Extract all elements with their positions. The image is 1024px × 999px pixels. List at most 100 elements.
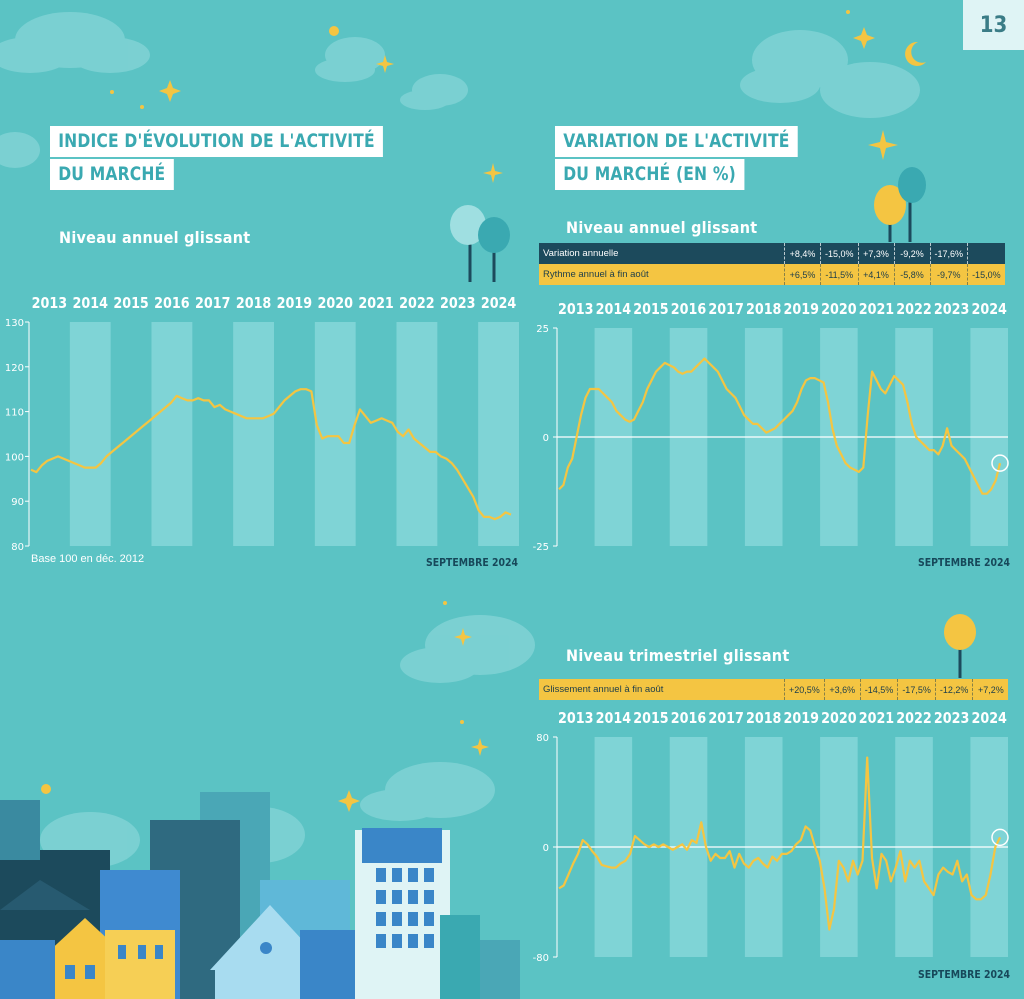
year-band	[151, 322, 193, 546]
year-label: 2021	[859, 710, 894, 727]
year-label: 2019	[784, 301, 819, 318]
year-label: 2019	[277, 295, 312, 312]
cell: +8,4%	[784, 243, 821, 264]
cell: +6,5%	[784, 264, 821, 285]
y-tick-label: -25	[533, 542, 549, 553]
year-band	[396, 322, 438, 546]
year-label: 2020	[821, 301, 857, 318]
annual-subtitle: Niveau annuel glissant	[566, 218, 758, 237]
cell: +4,1%	[857, 264, 895, 285]
right-title-line2: DU MARCHÉ (EN %)	[555, 159, 745, 190]
year-label: 2013	[558, 301, 593, 318]
series-line	[558, 756, 1001, 931]
year-label: 2014	[73, 295, 109, 312]
y-tick-label: 80	[11, 542, 24, 553]
year-label: 2022	[896, 301, 931, 318]
year-label: 2017	[195, 295, 230, 312]
year-label: 2018	[236, 295, 271, 312]
year-label: 2016	[154, 295, 189, 312]
year-label: 2014	[596, 301, 632, 318]
year-label: 2023	[934, 710, 969, 727]
year-band	[233, 322, 274, 546]
cell: +20,5%	[784, 679, 825, 700]
latest-point-marker	[991, 828, 1009, 847]
annual-row-rythme: Rythme annuel à fin août +6,5% -11,5% +4…	[539, 264, 1005, 285]
year-label: 2020	[318, 295, 354, 312]
right-title-line1: VARIATION DE L'ACTIVITÉ	[555, 126, 798, 157]
cell: +7,3%	[857, 243, 895, 264]
left-subtitle: Niveau annuel glissant	[59, 228, 251, 247]
year-label: 2019	[784, 710, 819, 727]
cell: -15,0%	[967, 264, 1005, 285]
cell: -17,6%	[929, 243, 968, 264]
year-label: 2023	[934, 301, 969, 318]
year-band	[478, 322, 519, 546]
annual-date-label: SEPTEMBRE 2024	[917, 556, 1010, 569]
y-tick-label: 130	[5, 318, 24, 329]
cell: +7,2%	[972, 679, 1009, 700]
left-title: INDICE D'ÉVOLUTION DE L'ACTIVITÉ DU MARC…	[50, 126, 456, 190]
year-label: 2018	[746, 301, 781, 318]
cell	[967, 243, 1005, 264]
y-tick-label: 110	[5, 408, 24, 419]
cell: -5,8%	[893, 264, 931, 285]
left-title-line1: INDICE D'ÉVOLUTION DE L'ACTIVITÉ	[50, 126, 383, 157]
year-band	[69, 322, 111, 546]
year-label: 2021	[859, 301, 894, 318]
series-line	[558, 357, 1002, 495]
activity-index-chart: 2013 2014 2015 2016 2017 2018 2019 2020 2021 2022…	[5, 295, 519, 553]
cell: -14,5%	[859, 679, 898, 700]
y-tick-label: 0	[543, 843, 549, 854]
y-tick-label: 120	[5, 363, 24, 374]
year-label: 2024	[971, 710, 1007, 727]
cell: -9,7%	[929, 264, 968, 285]
cell: -15,0%	[820, 243, 859, 264]
cell: -12,2%	[934, 679, 973, 700]
year-label: 2016	[671, 301, 706, 318]
year-label: 2024	[971, 301, 1007, 318]
year-label: 2023	[440, 295, 475, 312]
latest-point-marker	[991, 454, 1009, 472]
left-title-line2: DU MARCHÉ	[50, 159, 174, 190]
year-label: 2022	[399, 295, 434, 312]
quarterly-row-glissement: Glissement annuel à fin août +20,5% +3,6…	[539, 679, 1009, 700]
annual-variation-chart: 2013 2014 2015 2016 2017 2018 2019 2020 2021 2022…	[533, 301, 1009, 553]
y-tick-label: 90	[11, 497, 24, 508]
row-label: Variation annuelle	[539, 243, 785, 264]
year-label: 2015	[633, 301, 668, 318]
year-label: 2015	[633, 710, 668, 727]
year-label: 2017	[708, 301, 743, 318]
year-band	[314, 322, 356, 546]
quarterly-subtitle: Niveau trimestriel glissant	[566, 646, 790, 665]
cell: -11,5%	[820, 264, 859, 285]
y-tick-label: -80	[533, 953, 549, 964]
right-title: VARIATION DE L'ACTIVITÉ DU MARCHÉ (EN %)	[555, 126, 851, 190]
cell: -9,2%	[893, 243, 931, 264]
year-label: 2013	[32, 295, 67, 312]
y-tick-label: 100	[5, 452, 24, 463]
year-label: 2017	[708, 710, 743, 727]
quarterly-stats-table: Glissement annuel à fin août +20,5% +3,6…	[539, 679, 1009, 700]
cell: +3,6%	[823, 679, 861, 700]
quarterly-variation-chart: 2013 2014 2015 2016 2017 2018 2019 2020 2021 2022…	[533, 710, 1009, 964]
year-label: 2016	[671, 710, 706, 727]
year-label: 2022	[896, 710, 931, 727]
y-tick-label: 25	[536, 324, 549, 335]
page-number: 13	[963, 0, 1024, 50]
annual-stats-table: Variation annuelle +8,4% -15,0% +7,3% -9…	[539, 243, 1005, 285]
left-date-label: SEPTEMBRE 2024	[425, 556, 518, 569]
year-label: 2024	[481, 295, 517, 312]
year-label: 2018	[746, 710, 781, 727]
annual-row-variation: Variation annuelle +8,4% -15,0% +7,3% -9…	[539, 243, 1005, 264]
year-label: 2020	[821, 710, 857, 727]
year-label: 2014	[596, 710, 632, 727]
row-label: Rythme annuel à fin août	[539, 264, 785, 285]
year-label: 2013	[558, 710, 593, 727]
cell: -17,5%	[897, 679, 936, 700]
y-tick-label: 0	[543, 433, 549, 444]
y-tick-label: 80	[536, 733, 549, 744]
quarterly-date-label: SEPTEMBRE 2024	[917, 968, 1010, 981]
row-label: Glissement annuel à fin août	[539, 679, 785, 700]
year-label: 2021	[358, 295, 393, 312]
